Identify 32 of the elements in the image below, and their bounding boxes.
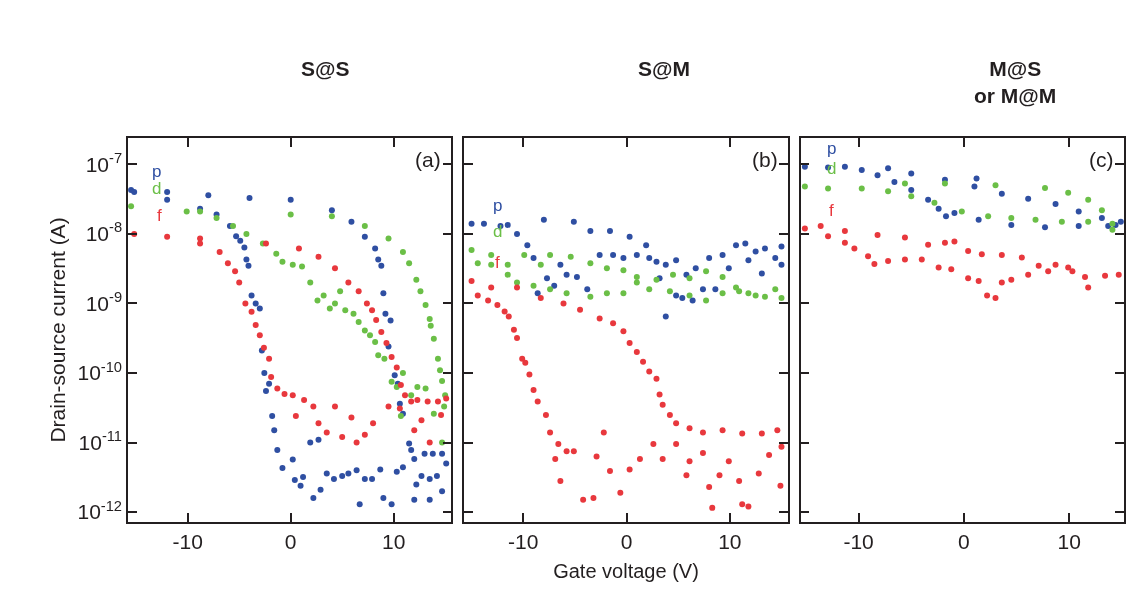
annotation: (b)	[752, 148, 778, 171]
series-label: p	[152, 162, 162, 181]
x-tick-label: -10	[843, 529, 874, 553]
series-label: f	[495, 253, 500, 272]
text: S@M	[638, 57, 690, 80]
x-tick-label: 0	[284, 529, 297, 553]
x-tick-label: 10	[718, 529, 742, 553]
x-tick-label: 10	[1057, 529, 1081, 553]
x-tick-label: 0	[620, 529, 633, 553]
series-label: d	[827, 159, 837, 178]
series-label: f	[157, 206, 162, 225]
series-label: d	[152, 179, 162, 198]
y-tick-label: 10$^{-7}$	[85, 149, 123, 176]
text: S@S	[301, 57, 350, 80]
y-tick-label: 10$^{-8}$	[85, 219, 123, 246]
x-tick-label: 0	[958, 529, 970, 553]
series-label: d	[493, 222, 503, 241]
annotation: (a)	[415, 148, 441, 171]
x-axis-title: Gate voltage (V)	[553, 559, 699, 582]
x-tick-label: -10	[172, 529, 203, 553]
text: M@S or M@M	[974, 57, 1057, 108]
y-tick-label: 10$^{-10}$	[77, 358, 123, 385]
series-label: p	[827, 139, 837, 158]
x-tick-label: 10	[381, 529, 406, 553]
series-label: p	[493, 196, 503, 215]
y-tick-label: 10$^{-11}$	[78, 428, 123, 454]
series-label: f	[829, 201, 834, 220]
annotation: (c)	[1089, 148, 1114, 171]
y-axis-title: Drain-source current (A)	[46, 217, 70, 443]
y-tick-label: 10$^{-9}$	[85, 289, 123, 315]
x-tick-label: -10	[508, 529, 539, 553]
y-tick-label: 10$^{-12}$	[77, 497, 123, 524]
